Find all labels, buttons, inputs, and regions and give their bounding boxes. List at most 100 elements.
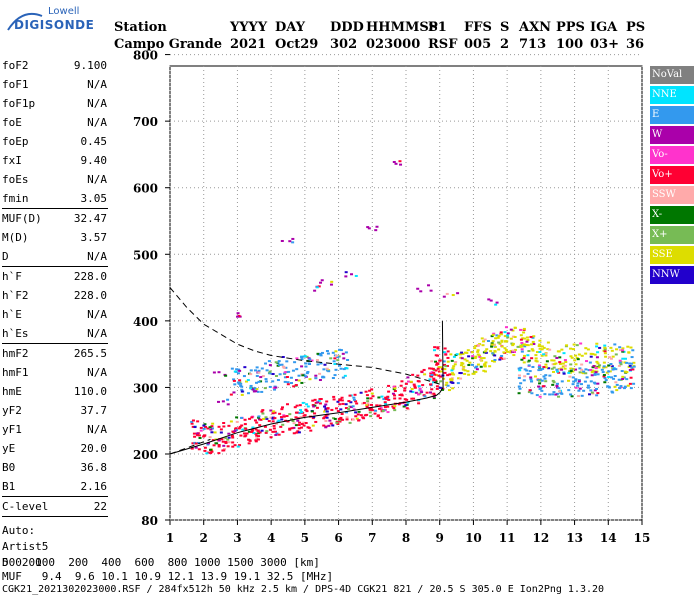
echo-point (202, 427, 206, 430)
echo-point (405, 398, 409, 401)
echo-point (480, 337, 484, 340)
parameter-panel: foF2 9.100 foF1 N/A foF1p N/A foE N/A foEp 0.45 fx… (0, 56, 110, 571)
echo-point (323, 405, 327, 408)
echo-point (430, 388, 434, 391)
echo-point (272, 427, 276, 430)
echo-point (557, 395, 561, 398)
echo-point (584, 372, 588, 375)
echo-point (428, 367, 432, 370)
echo-point (615, 389, 619, 392)
echo-point (520, 341, 524, 344)
echo-point (490, 345, 494, 348)
echo-point (432, 377, 436, 380)
echo-point (261, 412, 265, 415)
x-tick-label: 5 (301, 531, 309, 545)
echo-point (438, 359, 442, 362)
echo-point (404, 382, 408, 385)
echo-point (279, 425, 283, 428)
param-name: C-level (2, 500, 49, 513)
echo-point (280, 363, 284, 366)
param-name: h`F (2, 270, 22, 283)
echo-point (612, 377, 616, 380)
echo-point (299, 416, 303, 419)
echo-point (548, 374, 552, 377)
echo-point (540, 379, 544, 382)
echo-point (234, 429, 238, 432)
echo-point (273, 430, 277, 433)
echo-point (311, 417, 315, 420)
echo-point (289, 382, 293, 385)
echo-point (304, 375, 308, 378)
echo-point (352, 398, 356, 401)
echo-point (589, 389, 593, 392)
echo-point (269, 409, 273, 412)
echo-point (239, 382, 243, 385)
echo-point (240, 390, 244, 393)
echo-point (476, 363, 480, 366)
echo-point (393, 409, 397, 412)
echo-point (552, 391, 556, 394)
echo-point (596, 392, 600, 395)
param-value: N/A (87, 366, 107, 379)
echo-point (335, 420, 339, 423)
echo-point (219, 428, 223, 431)
echo-point (531, 340, 535, 343)
echo-point (226, 438, 230, 441)
echo-point (581, 371, 585, 374)
echo-point (455, 353, 459, 356)
echo-point (345, 367, 349, 370)
echo-point (490, 335, 494, 338)
echo-point (584, 347, 588, 350)
echo-point (322, 368, 326, 371)
echo-point (608, 364, 612, 367)
echo-point (386, 395, 390, 398)
echo-point (199, 429, 203, 432)
echo-point (257, 415, 261, 418)
echo-point (334, 407, 338, 410)
echo-point (434, 360, 438, 363)
echo-point (490, 342, 494, 345)
echo-point (476, 349, 480, 352)
param-name: D (2, 250, 9, 263)
echo-point (580, 394, 584, 397)
legend-entry: E (650, 106, 694, 124)
echo-point (253, 419, 257, 422)
echo-point (212, 371, 216, 374)
echo-point (517, 392, 521, 395)
echo-point (523, 343, 527, 346)
echo-point (210, 450, 214, 453)
echo-point (224, 374, 228, 377)
echo-point (598, 346, 602, 349)
echo-point (288, 427, 292, 430)
echo-point (255, 437, 259, 440)
echo-point (630, 366, 634, 369)
echo-point (574, 354, 578, 357)
header-label-10: IGA (590, 20, 618, 35)
echo-point (232, 431, 236, 434)
echo-point (417, 393, 421, 396)
echo-point (603, 346, 607, 349)
echo-point (196, 434, 200, 437)
echo-point (483, 350, 487, 353)
header-label-3: DDD (330, 20, 364, 35)
echo-point (491, 352, 495, 355)
header-label-7: S (500, 20, 510, 35)
echo-point (398, 397, 402, 400)
echo-point (285, 376, 289, 379)
param-name: fmin (2, 192, 29, 205)
echo-point (203, 434, 207, 437)
echo-point (350, 273, 354, 276)
echo-point (405, 407, 409, 410)
echo-point (217, 425, 221, 428)
echo-point (194, 442, 198, 445)
echo-point (324, 426, 328, 429)
echo-point (435, 363, 439, 366)
echo-point (578, 367, 582, 370)
logo-arc-icon (7, 12, 43, 31)
echo-point (271, 380, 275, 383)
echo-point (276, 420, 280, 423)
echo-point (353, 393, 357, 396)
echo-point (625, 361, 629, 364)
x-tick-label: 2 (200, 531, 208, 545)
echo-point (264, 362, 268, 365)
